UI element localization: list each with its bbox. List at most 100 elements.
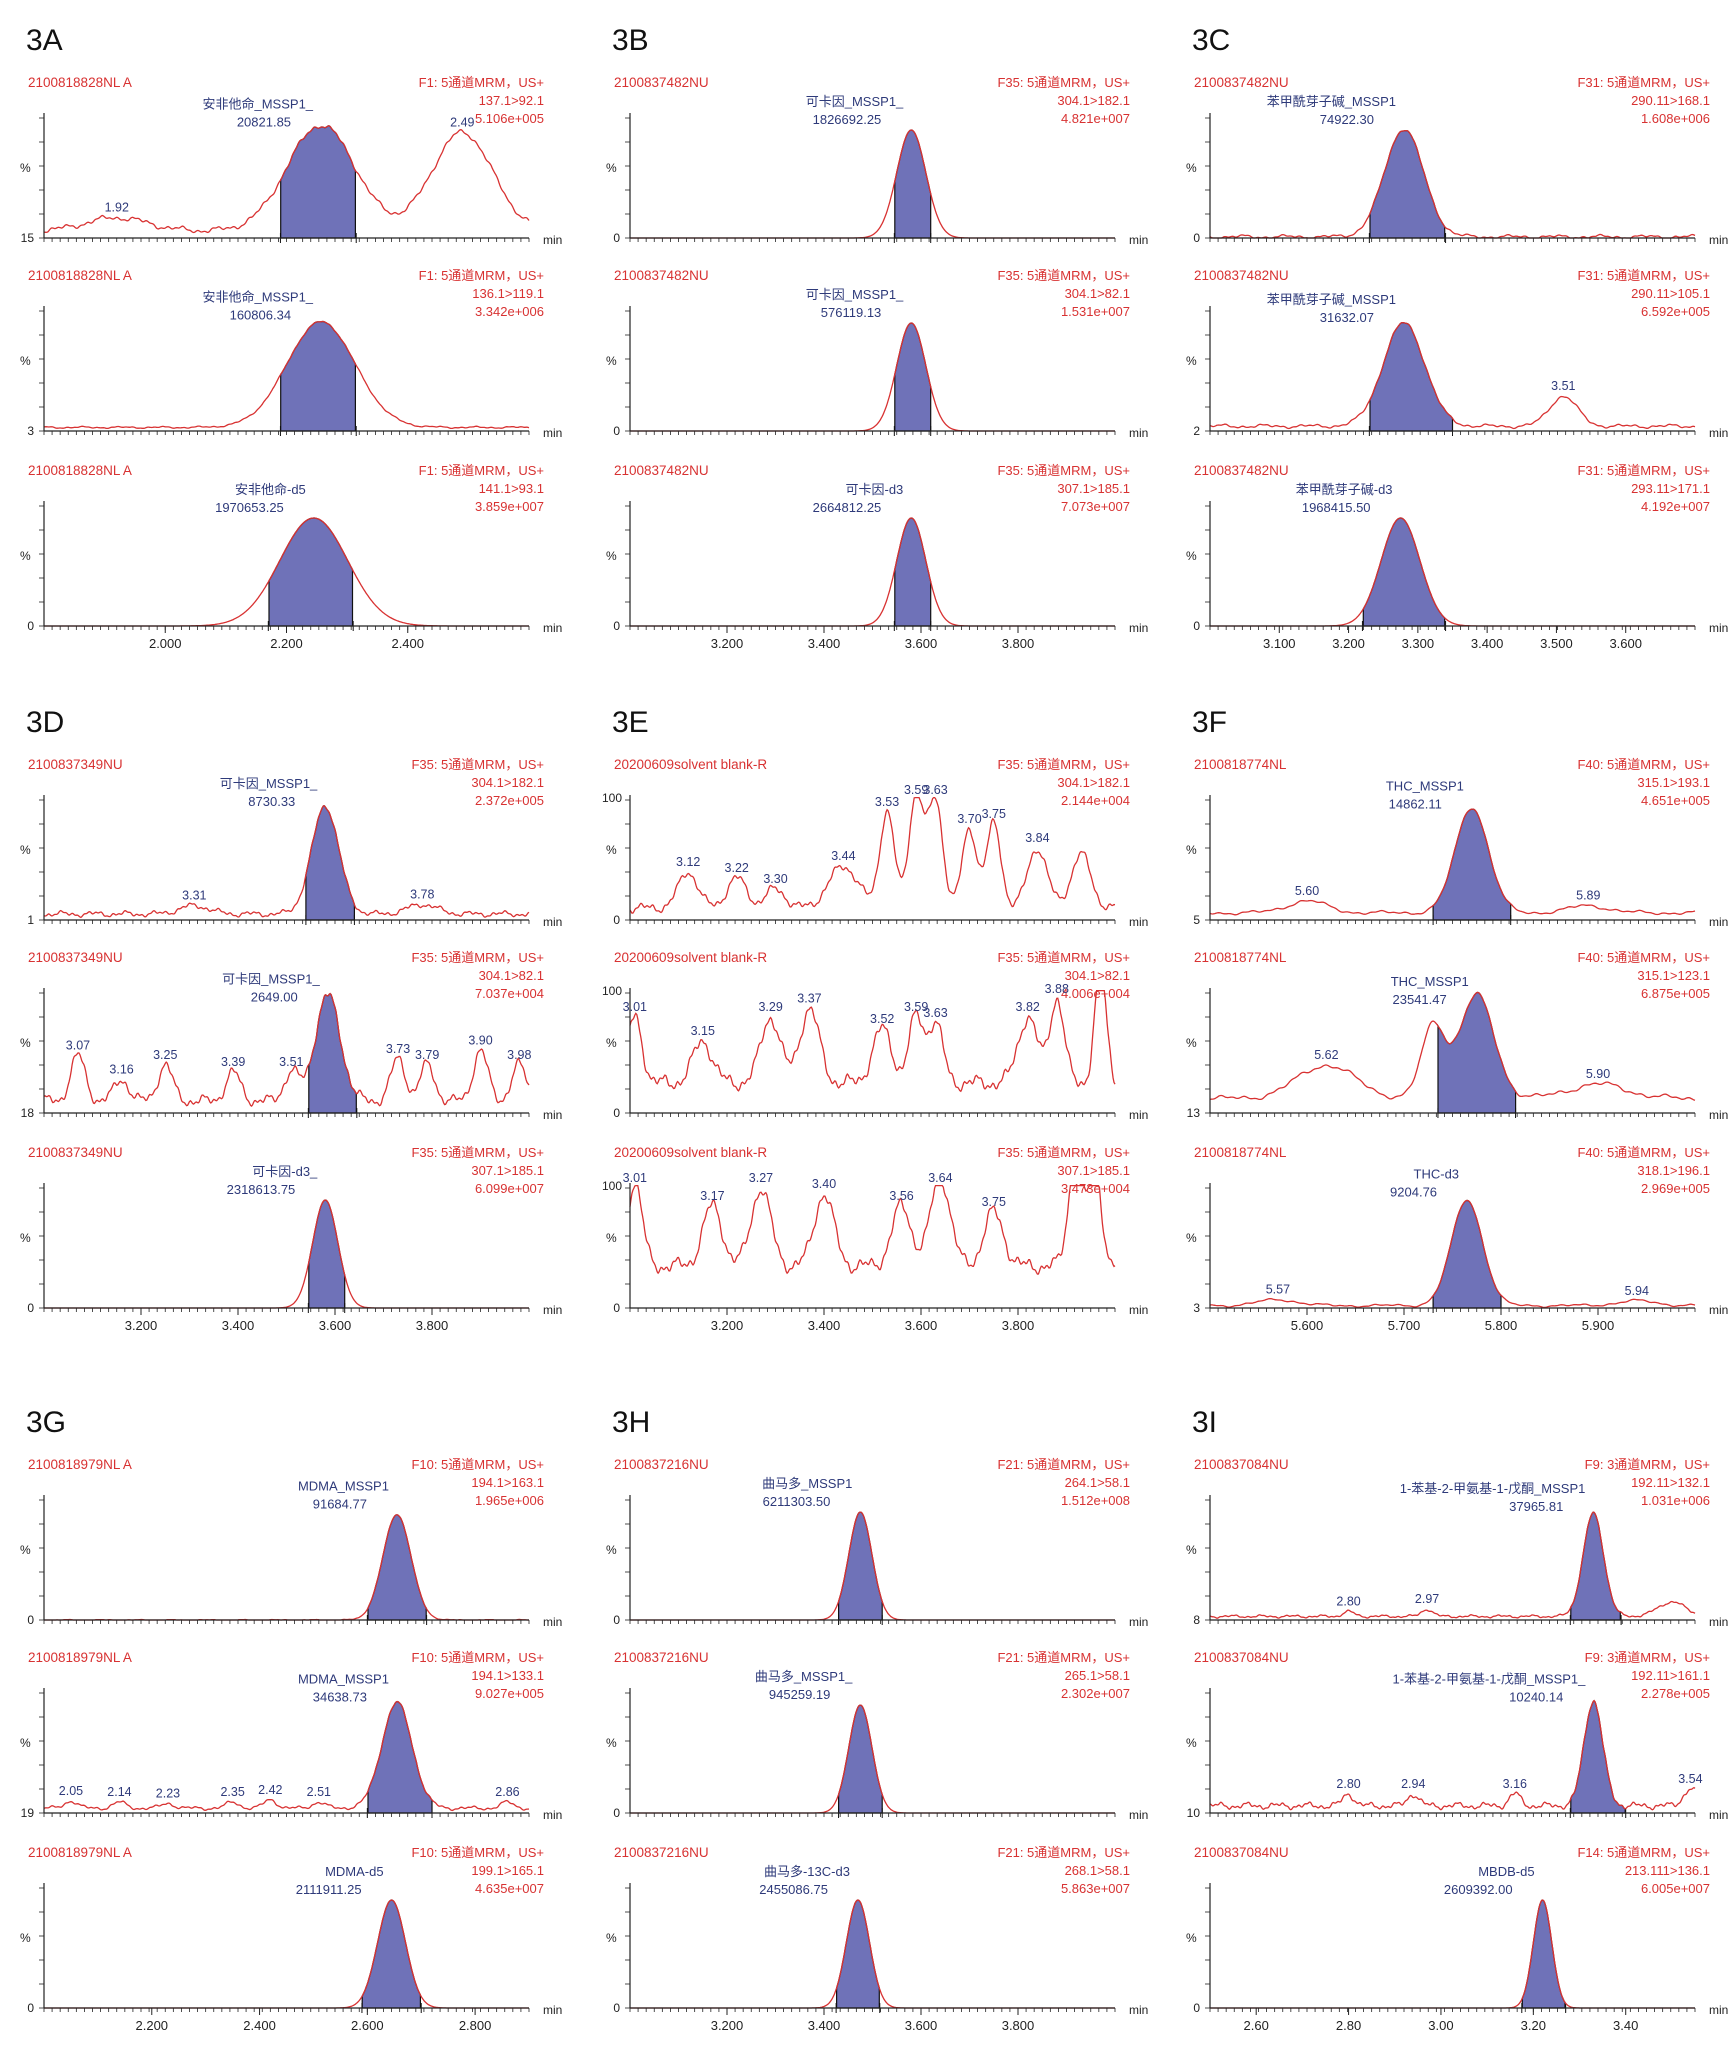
mrm-info-line: 4.192e+007 (1641, 499, 1710, 514)
x-tick-label: 3.600 (905, 636, 938, 651)
mrm-info-line: 265.1>58.1 (1065, 1668, 1130, 1683)
group-label: 3E (612, 706, 649, 739)
mrm-info-line: F21: 5通道MRM，US+ (997, 1650, 1130, 1665)
peak-area-value: 2111911.25 (296, 1882, 362, 1897)
mrm-info-line: 192.11>161.1 (1631, 1668, 1710, 1683)
mrm-info-line: F35: 5通道MRM，US+ (997, 268, 1130, 283)
chromatogram-trace (44, 1899, 529, 2009)
chromatogram-group-3b: 3B 2100837482NU F35: 5通道MRM，US+ 304.1>182.1… (606, 24, 1148, 651)
retention-time-label: 3.15 (691, 1024, 715, 1038)
x-axis-unit: min (1129, 2003, 1148, 2017)
x-tick-label: 3.200 (711, 1318, 744, 1333)
retention-time-label: 3.29 (758, 1000, 782, 1014)
retention-time-label: 3.90 (468, 1034, 492, 1048)
y-axis-min: 0 (613, 2001, 620, 2015)
mrm-info-line: F1: 5通道MRM，US+ (419, 75, 544, 90)
mrm-info-line: 290.11>105.1 (1631, 286, 1710, 301)
y-axis-unit: % (606, 1036, 617, 1050)
retention-time-label: 3.27 (749, 1171, 773, 1185)
mrm-info-line: 304.1>182.1 (1057, 775, 1130, 790)
peak-area-value: 2609392.00 (1444, 1882, 1513, 1897)
retention-time-label: 1.92 (105, 201, 129, 215)
chromatogram-panel: 2100837482NU F31: 5通道MRM，US+ 290.11>105.1 6… (1186, 268, 1728, 440)
mrm-info-line: 141.1>93.1 (479, 481, 544, 496)
integrated-peak-area (838, 1511, 883, 1621)
chromatogram-panel: 2100837349NU F35: 5通道MRM，US+ 304.1>82.1 7.0… (20, 950, 562, 1122)
x-axis-unit: min (1129, 915, 1148, 929)
y-axis-min: 19 (21, 1806, 35, 1820)
chromatogram-panel: 20200609solvent blank-R F35: 5通道MRM，US+ 30… (602, 1145, 1148, 1333)
mrm-info-line: F40: 5通道MRM，US+ (1577, 757, 1710, 772)
y-axis-unit: % (1186, 1931, 1197, 1945)
chromatogram-panel: 2100837482NU F35: 5通道MRM，US+ 307.1>185.1 7.… (606, 463, 1148, 651)
peak-area-value: 1968415.50 (1302, 500, 1371, 515)
x-tick-label: 3.40 (1613, 2018, 1638, 2033)
group-label: 3H (612, 1406, 650, 1439)
integrated-peak-area (1437, 991, 1517, 1114)
chromatogram-trace (1209, 1199, 1696, 1309)
integrated-peak-area (1432, 1199, 1502, 1309)
chromatogram-trace (44, 1199, 529, 1309)
chromatogram-panel: 2100818774NL F40: 5通道MRM，US+ 315.1>193.1 4.… (1186, 757, 1728, 929)
mrm-info-line: 2.969e+005 (1641, 1181, 1710, 1196)
x-tick-label: 3.00 (1428, 2018, 1453, 2033)
y-axis-unit: % (1186, 354, 1197, 368)
compound-name: THC_MSSP1 (1391, 974, 1469, 989)
integrated-peak-area (1362, 517, 1446, 627)
sample-id: 20200609solvent blank-R (614, 950, 767, 965)
peak-area-value: 20821.85 (237, 114, 291, 129)
y-axis-min: 2 (1193, 424, 1200, 438)
mrm-info-line: 2.278e+005 (1641, 1686, 1710, 1701)
x-axis-unit: min (543, 2003, 562, 2017)
compound-name: 苯甲酰芽子碱_MSSP1 (1267, 94, 1396, 109)
mrm-info-line: 137.1>92.1 (479, 93, 544, 108)
compound-name: 可卡因-d3_ (252, 1164, 318, 1179)
x-tick-label: 3.300 (1402, 636, 1435, 651)
compound-name: MBDB-d5 (1478, 1864, 1534, 1879)
chromatogram-panel: 2100837084NU F9: 3通道MRM，US+ 192.11>132.1 1.… (1186, 1457, 1728, 1629)
retention-time-label: 3.17 (700, 1189, 724, 1203)
chromatogram-panel: 2100837482NU F31: 5通道MRM，US+ 290.11>168.1 1… (1186, 75, 1728, 247)
compound-name: MDMA_MSSP1 (298, 1478, 389, 1493)
x-axis-unit: min (543, 1108, 562, 1122)
mrm-info-line: 194.1>133.1 (471, 1668, 544, 1683)
mrm-info-line: 264.1>58.1 (1065, 1475, 1130, 1490)
y-axis-unit: % (1186, 549, 1197, 563)
y-axis-min: 0 (613, 1613, 620, 1627)
mrm-info-line: 2.144e+004 (1061, 793, 1130, 808)
y-axis-unit: % (606, 1543, 617, 1557)
integrated-peak-area (1570, 1511, 1621, 1621)
sample-id: 20200609solvent blank-R (614, 1145, 767, 1160)
peak-area-value: 1826692.25 (813, 112, 882, 127)
mrm-info-line: 304.1>82.1 (1065, 968, 1130, 983)
y-axis-unit: % (1186, 1736, 1197, 1750)
compound-name: 可卡因_MSSP1_ (220, 776, 318, 791)
integrated-peak-area (361, 1899, 421, 2009)
mrm-info-line: 7.073e+007 (1061, 499, 1130, 514)
mrm-info-line: 3.342e+006 (475, 304, 544, 319)
x-tick-label: 5.900 (1582, 1318, 1615, 1333)
sample-id: 2100818828NL A (28, 268, 132, 283)
mrm-info-line: 268.1>58.1 (1065, 1863, 1130, 1878)
x-axis-unit: min (1129, 1303, 1148, 1317)
mrm-info-line: F21: 5通道MRM，US+ (997, 1845, 1130, 1860)
x-tick-label: 3.600 (905, 2018, 938, 2033)
retention-time-label: 3.73 (386, 1042, 410, 1056)
retention-time-label: 2.80 (1336, 1777, 1360, 1791)
retention-time-label: 3.56 (889, 1189, 913, 1203)
integrated-peak-area (1369, 130, 1446, 239)
compound-name: 可卡因_MSSP1_ (806, 287, 904, 302)
integrated-peak-area (1432, 808, 1512, 921)
y-axis-unit: % (1186, 1036, 1197, 1050)
peak-area-value: 1970653.25 (215, 500, 284, 515)
retention-time-label: 2.35 (220, 1785, 244, 1799)
retention-time-label: 3.16 (109, 1062, 133, 1076)
retention-time-label: 3.16 (1503, 1777, 1527, 1791)
chromatogram-trace (43, 1700, 530, 1812)
chromatogram-panel: 2100837216NU F21: 5通道MRM，US+ 265.1>58.1 2.3… (606, 1650, 1148, 1822)
group-label: 3D (26, 706, 64, 739)
mrm-info-line: 293.11>171.1 (1631, 481, 1710, 496)
y-axis-unit: % (606, 1931, 617, 1945)
y-axis-min: 0 (27, 2001, 34, 2015)
y-axis-min: 15 (21, 231, 35, 245)
